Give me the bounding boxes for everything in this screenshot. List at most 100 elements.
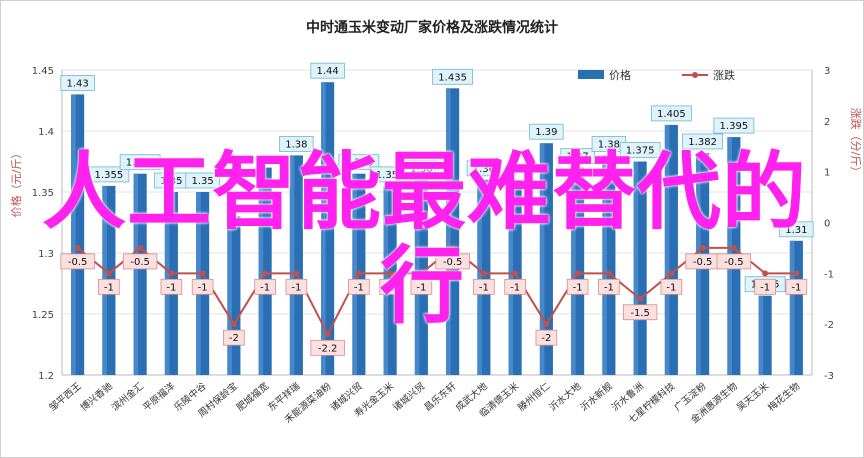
price-label: 1.395 bbox=[720, 121, 749, 132]
price-bar-highlight bbox=[602, 155, 607, 375]
change-label-box bbox=[473, 278, 495, 295]
price-label: 1.405 bbox=[657, 109, 686, 120]
change-label: -0.5 bbox=[443, 257, 463, 268]
y-tick-right: -3 bbox=[824, 371, 834, 382]
legend-price-swatch bbox=[578, 70, 604, 79]
price-label: 1.382 bbox=[688, 137, 717, 148]
change-label-box bbox=[310, 339, 345, 356]
change-label: -1 bbox=[760, 282, 770, 293]
price-label-box bbox=[310, 62, 345, 79]
change-label-box bbox=[98, 278, 120, 295]
price-bar-highlight bbox=[71, 94, 76, 376]
price-label-box bbox=[560, 148, 595, 165]
price-label-box bbox=[650, 105, 692, 122]
legend-price-label: 价格 bbox=[609, 68, 631, 82]
change-labels: -0.5 -1 -0.5 -1 -1 -2 -1 -1 -2.2 -1 -1 -1 -0.5 -1 -1 -2… bbox=[60, 253, 808, 356]
change-label: -1 bbox=[104, 282, 114, 293]
change-label: -1 bbox=[354, 282, 364, 293]
change-label: -0.5 bbox=[68, 257, 88, 268]
change-label: -1 bbox=[198, 282, 208, 293]
y-tick-left: 1.35 bbox=[32, 188, 54, 199]
change-point bbox=[637, 295, 644, 302]
price-label: 1.435 bbox=[438, 72, 467, 83]
change-label-box bbox=[598, 278, 620, 295]
y-tick-left: 1.3 bbox=[38, 249, 54, 260]
change-point bbox=[574, 270, 581, 277]
change-point bbox=[230, 321, 237, 328]
price-label-box bbox=[619, 142, 661, 158]
price-bar-highlight bbox=[539, 143, 545, 375]
change-point bbox=[730, 244, 737, 251]
y-tick-right: 1 bbox=[824, 168, 830, 179]
change-label-box bbox=[223, 329, 245, 346]
chart-title: 中时通玉米变动厂家价格及涨跌情况统计 bbox=[306, 19, 558, 36]
y-tick-left: 1.2 bbox=[38, 371, 54, 382]
change-label: -1.5 bbox=[630, 308, 650, 319]
change-point bbox=[355, 270, 362, 277]
price-bar-highlight bbox=[227, 216, 232, 375]
price-bar-highlight bbox=[321, 82, 326, 375]
price-label-box bbox=[338, 154, 380, 171]
change-label: -1 bbox=[291, 282, 301, 293]
y-ticks-right: -3 -2 -1 0 1 2 3 bbox=[824, 66, 834, 382]
change-point bbox=[605, 270, 612, 277]
change-label: -1 bbox=[791, 282, 801, 293]
change-point bbox=[793, 270, 800, 277]
change-point bbox=[699, 244, 706, 251]
change-label-box bbox=[566, 278, 589, 295]
change-label-box bbox=[622, 304, 658, 321]
price-label: 1.355 bbox=[376, 170, 405, 181]
legend-change-marker bbox=[692, 72, 698, 78]
change-label: -1 bbox=[385, 282, 395, 293]
y-tick-right: 3 bbox=[824, 66, 830, 77]
price-label-box bbox=[713, 117, 755, 134]
price-label: 1.37 bbox=[566, 152, 588, 163]
price-label: 1.355 bbox=[95, 170, 124, 181]
change-label: -0.5 bbox=[693, 257, 713, 268]
price-label: 1.36 bbox=[410, 164, 432, 175]
y-tick-right: 0 bbox=[824, 219, 830, 230]
change-label: -1 bbox=[260, 282, 270, 293]
change-point bbox=[324, 331, 331, 338]
change-label: -1 bbox=[604, 282, 614, 293]
price-label-box bbox=[682, 133, 724, 150]
price-bar-highlight bbox=[758, 295, 764, 375]
price-bar-highlight bbox=[477, 179, 482, 375]
change-label-box bbox=[191, 278, 214, 295]
change-label-box bbox=[254, 278, 276, 295]
change-label-box bbox=[535, 329, 558, 346]
change-label-box bbox=[660, 278, 683, 295]
price-bar-highlight bbox=[446, 88, 451, 376]
change-label: -1 bbox=[666, 282, 676, 293]
change-label-box bbox=[122, 253, 158, 270]
price-label: 1.39 bbox=[535, 127, 557, 138]
change-label-box bbox=[435, 253, 470, 270]
y-ticks-left: 1.2 1.25 1.3 1.35 1.4 1.45 bbox=[32, 66, 54, 382]
price-label-box bbox=[60, 75, 95, 91]
price-label-box bbox=[432, 68, 474, 85]
legend: 价格 涨跌 bbox=[578, 68, 735, 82]
price-label-box bbox=[185, 172, 220, 189]
y-axis-right-label: 涨跌（分/斤） bbox=[849, 108, 863, 178]
change-label: -2.2 bbox=[318, 343, 338, 354]
change-label-box bbox=[785, 278, 808, 295]
price-bar-highlight bbox=[133, 173, 139, 375]
change-point bbox=[449, 244, 456, 251]
price-bar-highlight bbox=[633, 161, 639, 375]
y-tick-right: 2 bbox=[824, 117, 830, 128]
price-label: 1.375 bbox=[626, 146, 655, 157]
y-tick-left: 1.4 bbox=[38, 127, 54, 138]
change-label-box bbox=[716, 253, 752, 270]
change-point bbox=[762, 270, 769, 277]
price-label-box bbox=[88, 166, 130, 183]
price-bar-highlight bbox=[352, 173, 357, 375]
price-label-box bbox=[779, 221, 814, 238]
y-tick-left: 1.45 bbox=[32, 66, 54, 77]
y-tick-right: -1 bbox=[824, 269, 834, 280]
change-label-box bbox=[379, 278, 401, 295]
y-tick-left: 1.25 bbox=[32, 310, 54, 321]
price-bar-highlight bbox=[789, 240, 795, 375]
y-axis-left-label: 价格（元/斤） bbox=[9, 148, 23, 218]
price-label: 1.365 bbox=[126, 158, 155, 169]
